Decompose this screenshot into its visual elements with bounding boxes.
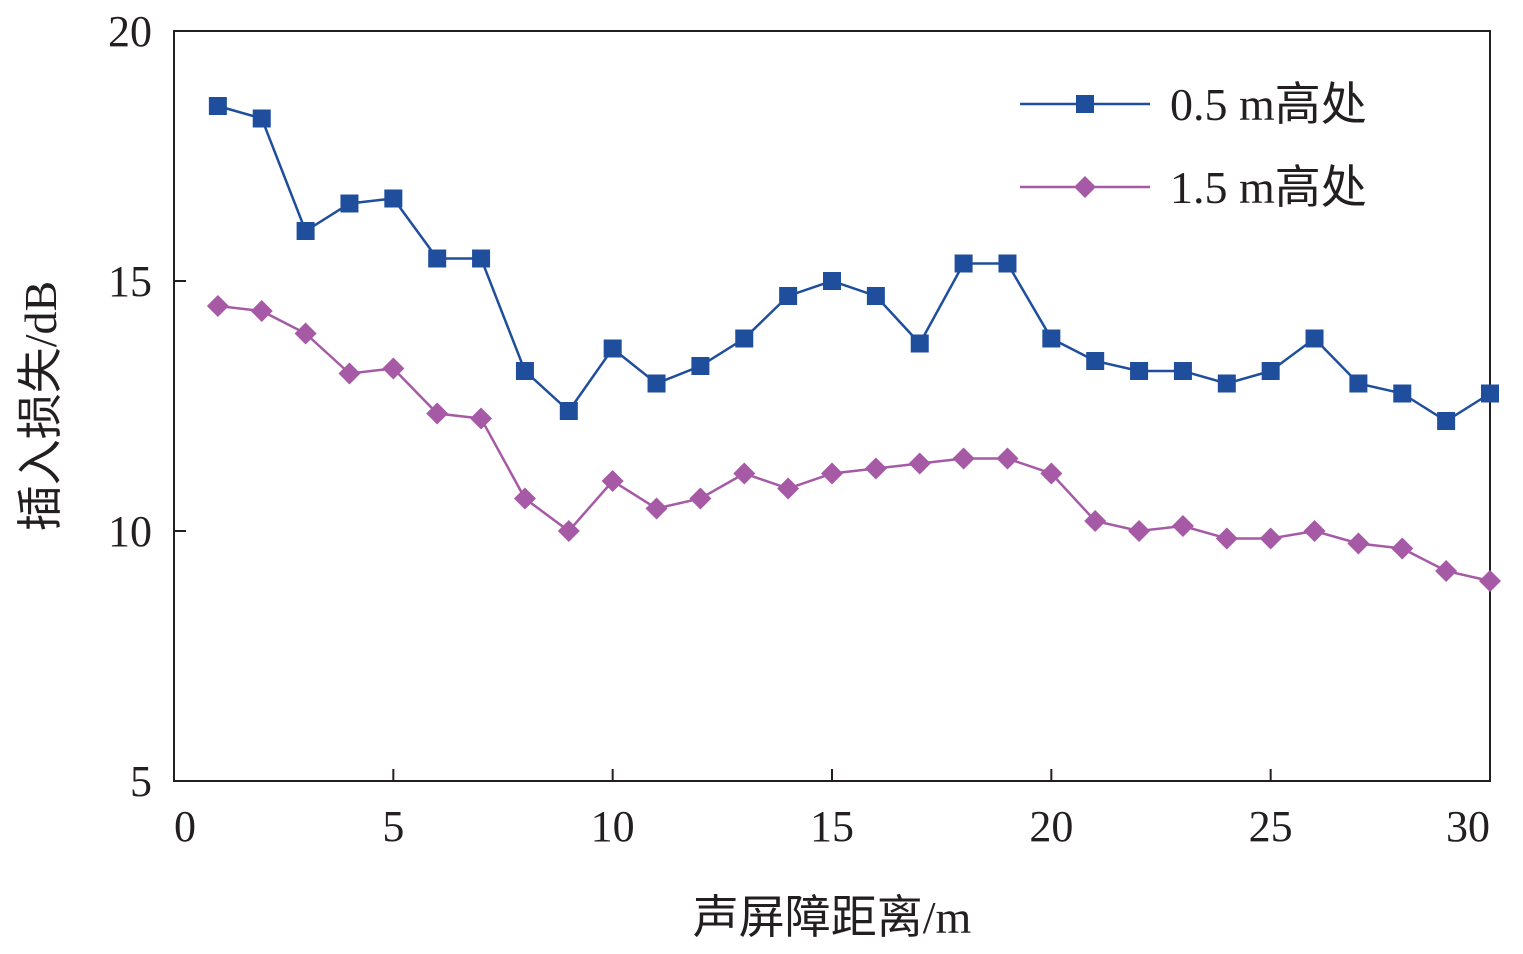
data-point (645, 497, 668, 520)
data-point (557, 520, 580, 542)
data-point (382, 357, 405, 380)
legend-label: 0.5 m高处 (1170, 79, 1367, 130)
data-point (1437, 412, 1456, 430)
data-point (1435, 560, 1458, 582)
legend: 0.5 m高处 1.5 m高处 (1020, 79, 1367, 213)
data-point (954, 254, 973, 273)
data-point (1305, 329, 1324, 348)
x-tick-label: 15 (810, 802, 854, 851)
data-point (691, 357, 710, 375)
data-point (866, 287, 885, 305)
series-line (217, 304, 1491, 583)
data-point (1261, 362, 1280, 380)
data-point (1040, 462, 1063, 485)
data-point (1084, 510, 1107, 532)
y-tick-label: 15 (108, 257, 152, 306)
data-point (1481, 384, 1499, 403)
data-point (1173, 362, 1192, 380)
data-point (1217, 374, 1236, 393)
x-tick-label: 25 (1249, 802, 1293, 851)
data-point (952, 447, 975, 470)
data-point (1086, 352, 1105, 370)
data-point (1128, 520, 1151, 542)
data-point (428, 249, 447, 268)
data-point (1259, 527, 1282, 550)
data-point (647, 374, 666, 393)
data-point (1215, 527, 1238, 550)
legend-item: 1.5 m高处 (1020, 162, 1367, 213)
data-point (250, 300, 273, 322)
y-tick-label: 20 (108, 7, 152, 56)
data-point (296, 222, 315, 240)
data-point (515, 362, 534, 380)
data-point (733, 462, 756, 485)
plot-frame (173, 30, 1491, 782)
data-point (472, 249, 491, 268)
data-point (252, 109, 271, 128)
series-2 (206, 295, 1501, 592)
data-point (1171, 515, 1194, 537)
series-layer (206, 97, 1501, 592)
series-1 (208, 97, 1499, 430)
data-point (996, 447, 1019, 470)
data-point (735, 329, 754, 348)
data-point (779, 287, 798, 305)
data-point (864, 457, 887, 480)
data-point (559, 402, 578, 420)
data-point (777, 477, 800, 500)
data-point (338, 362, 361, 385)
data-point (821, 462, 843, 485)
data-point (603, 339, 622, 358)
data-point (998, 254, 1017, 273)
data-point (689, 487, 712, 510)
x-axis: 0 5 10 15 20 25 30 (173, 769, 1491, 851)
y-tick-label: 5 (130, 757, 152, 806)
data-point (1347, 532, 1370, 555)
x-tick-label: 10 (591, 802, 635, 851)
data-point (294, 322, 317, 345)
series-line (217, 104, 1491, 423)
x-tick-label: 0 (174, 802, 196, 851)
y-tick-label: 10 (108, 507, 152, 556)
data-point (908, 452, 931, 475)
data-point (1130, 362, 1149, 380)
data-point (1479, 570, 1501, 592)
x-tick-label: 30 (1446, 802, 1490, 851)
y-axis-title: 插入损失/dB (15, 281, 66, 531)
legend-item: 0.5 m高处 (1020, 79, 1367, 130)
data-point (340, 194, 359, 213)
x-axis-title: 声屏障距离/m (693, 892, 972, 943)
data-point (513, 487, 536, 510)
y-axis: 5 10 15 20 (108, 7, 186, 806)
legend-label: 1.5 m高处 (1170, 162, 1367, 213)
data-point (1303, 520, 1326, 542)
data-point (601, 470, 624, 492)
data-point (470, 407, 493, 430)
data-point (426, 402, 449, 425)
x-tick-label: 20 (1029, 802, 1073, 851)
data-point (384, 189, 403, 208)
data-point (823, 272, 841, 290)
x-tick-label: 5 (382, 802, 404, 851)
data-point (1393, 384, 1412, 403)
legend-marker (1076, 95, 1094, 113)
data-point (1391, 537, 1414, 560)
data-point (208, 97, 227, 115)
data-point (206, 295, 229, 317)
data-point (910, 334, 929, 353)
legend-marker (1074, 176, 1096, 198)
data-point (1042, 329, 1061, 348)
data-point (1349, 374, 1368, 393)
